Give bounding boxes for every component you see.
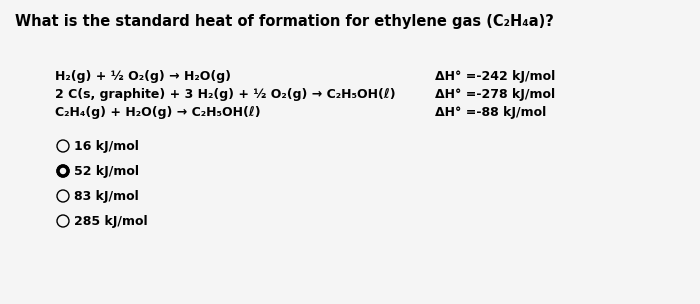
Circle shape [60,168,66,174]
Text: ΔH° =-278 kJ/mol: ΔH° =-278 kJ/mol [435,88,555,101]
Circle shape [57,165,69,177]
Text: 83 kJ/mol: 83 kJ/mol [74,190,139,203]
Text: What is the standard heat of formation for ethylene gas (C₂H₄a)?: What is the standard heat of formation f… [15,14,554,29]
Text: 52 kJ/mol: 52 kJ/mol [74,165,139,178]
Text: 285 kJ/mol: 285 kJ/mol [74,215,148,228]
Text: 2 C(s, graphite) + 3 H₂(g) + ½ O₂(g) → C₂H₅OH(ℓ): 2 C(s, graphite) + 3 H₂(g) + ½ O₂(g) → C… [55,88,395,101]
Text: ΔH° =-242 kJ/mol: ΔH° =-242 kJ/mol [435,70,555,83]
Text: 16 kJ/mol: 16 kJ/mol [74,140,139,153]
Text: H₂(g) + ½ O₂(g) → H₂O(g): H₂(g) + ½ O₂(g) → H₂O(g) [55,70,231,83]
Text: ΔH° =-88 kJ/mol: ΔH° =-88 kJ/mol [435,106,546,119]
Text: C₂H₄(g) + H₂O(g) → C₂H₅OH(ℓ): C₂H₄(g) + H₂O(g) → C₂H₅OH(ℓ) [55,106,260,119]
